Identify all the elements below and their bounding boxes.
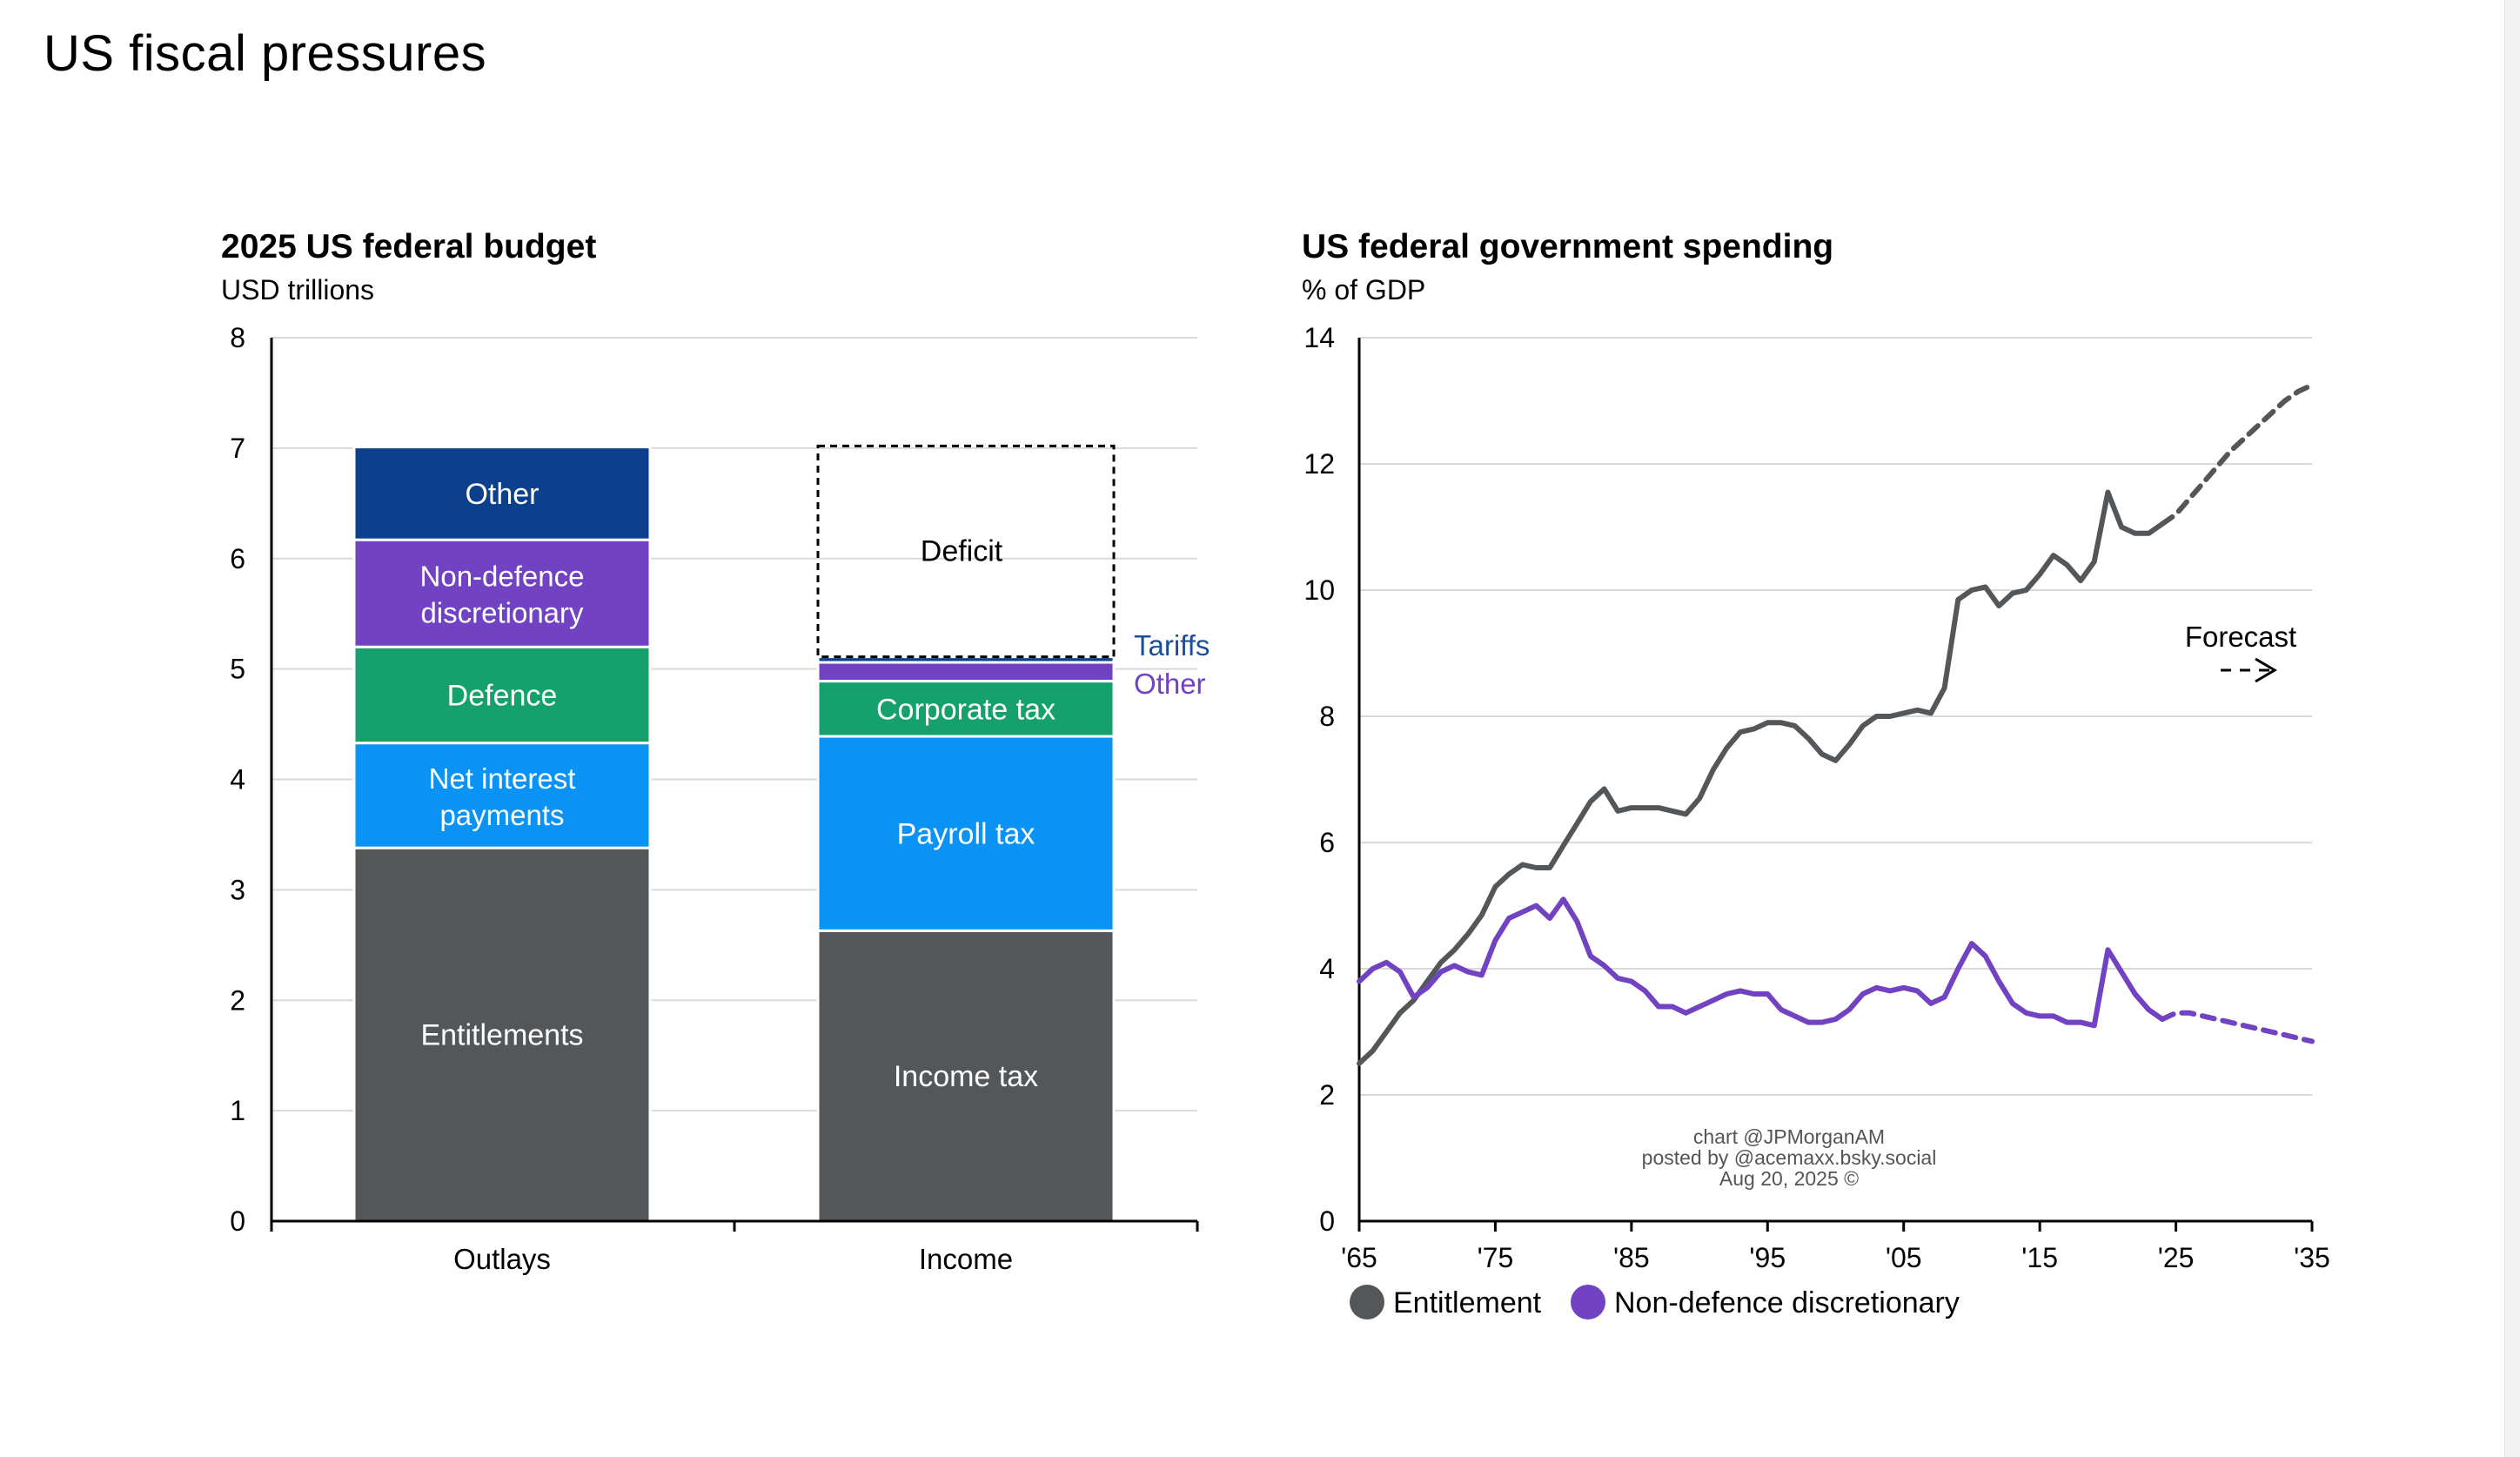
spending-series [1357,382,2315,1066]
y-tick-label: 4 [230,764,245,796]
legend-label: Entitlement [1393,1286,1542,1319]
x-tick-label: '15 [2021,1242,2058,1273]
outlays-segment-defence [352,645,652,745]
x-category-label: Outlays [453,1243,551,1275]
budget-chart-title: 2025 US federal budget [221,228,596,265]
y-tick-label: 2 [230,984,245,1016]
outlays-segment-net-interest-payments [352,742,652,849]
x-tick-label: '85 [1613,1242,1650,1273]
page-title: US fiscal pressures [44,25,487,82]
x-category-label: Income [919,1243,1013,1275]
y-tick-label: 1 [230,1095,245,1126]
outlays-label-non-defence-discretionary: Non-defence [420,561,585,593]
spending-grid [1357,337,2312,1223]
budget-bar-chart: 2025 US federal budget USD trillions 0 1 2… [221,228,1210,1275]
y-tick-label: 10 [1304,574,1335,606]
outlays-segment-non-defence-discretionary [352,538,652,648]
outlays-label-net-interest-payments-line2: payments [439,799,564,831]
series-forecast-entitlement [2159,382,2315,527]
spending-x-ticks: '65 '75 '85 '95 '05 '15 '25 '35 [1341,1221,2330,1273]
income-label-income-tax: Income tax [894,1060,1038,1093]
y-tick-label: 7 [230,433,245,464]
forecast-label: Forecast [2185,621,2296,653]
outlays-segment-other [352,446,652,541]
income-segment-other [816,661,1116,683]
outlays-segment-entitlements [352,846,652,1223]
income-side-label-tariffs: Tariffs [1134,629,1210,661]
income-segment-tariffs [816,655,1116,664]
income-label-payroll-tax: Payroll tax [897,818,1035,851]
spending-chart-title: US federal government spending [1302,228,1833,265]
series-forecast-non-defence-discretionary [2159,1010,2315,1044]
budget-x-labels: Outlays Income [453,1243,1013,1275]
income-label-corporate-tax: Corporate tax [876,693,1056,726]
budget-bars: Entitlements Net interest payments Defence N… [352,444,1210,1223]
deficit-label: Deficit [921,535,1003,568]
y-tick-label: 6 [1319,827,1335,858]
y-tick-label: 12 [1304,448,1335,480]
outlays-label-entitlements: Entitlements [420,1019,583,1052]
credit-line: posted by @acemaxx.bsky.social [1642,1146,1937,1169]
spending-chart-subtitle: % of GDP [1302,274,1425,306]
legend-label: Non-defence discretionary [1614,1286,1960,1319]
budget-chart-subtitle: USD trillions [221,274,374,306]
y-tick-label: 2 [1319,1079,1335,1111]
outlays-label-defence: Defence [447,679,558,712]
x-tick-label: '65 [1341,1242,1377,1273]
outlays-label-non-defence-discretionary-line2: discretionary [420,597,584,629]
legend-marker-entitlement [1350,1285,1384,1319]
y-tick-label: 3 [230,874,245,905]
series-line-entitlement [1357,489,2165,1066]
y-tick-label: 6 [230,543,245,574]
income-segment-payroll-tax [816,735,1116,932]
deficit-segment [816,444,1116,659]
y-tick-label: 8 [230,322,245,353]
forecast-annotation: Forecast [2185,621,2296,683]
spending-line-chart: US federal government spending % of GDP … [1302,228,2330,1319]
budget-y-ticks: 0 1 2 3 4 5 6 7 8 [230,322,245,1237]
x-tick-label: '95 [1749,1242,1786,1273]
outlays-label-other: Other [465,478,539,511]
y-tick-label: 0 [230,1205,245,1237]
x-tick-label: '75 [1478,1242,1514,1273]
spending-legend: Entitlement Non-defence discretionary [1350,1285,1960,1319]
income-segment-corporate-tax [816,680,1116,738]
legend-marker-non-defence-discretionary [1571,1285,1605,1319]
y-tick-label: 0 [1319,1205,1335,1237]
series-line-non-defence-discretionary [1357,896,2165,1029]
credit-line: chart @JPMorganAM [1693,1125,1885,1148]
credit-line: Aug 20, 2025 © [1719,1167,1859,1190]
x-tick-label: '35 [2294,1242,2330,1273]
income-side-label-other: Other [1134,668,1206,700]
y-tick-label: 8 [1319,701,1335,732]
y-tick-label: 4 [1319,953,1335,984]
outlays-label-net-interest-payments: Net interest [429,762,576,795]
forecast-arrow-icon [2255,657,2277,683]
budget-axes [270,338,1199,1232]
spending-y-ticks: 0 2 4 6 8 10 12 14 [1304,322,1335,1237]
window-edge [2504,0,2520,1457]
x-tick-label: '25 [2158,1242,2195,1273]
x-tick-label: '05 [1886,1242,1922,1273]
y-tick-label: 14 [1304,322,1335,353]
y-tick-label: 5 [230,654,245,685]
